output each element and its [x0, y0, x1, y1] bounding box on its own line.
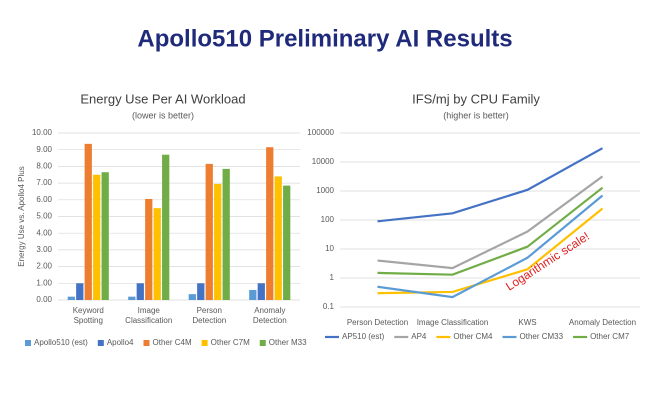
- bar: [214, 183, 222, 300]
- bar: [76, 283, 84, 300]
- legend-swatch: [97, 340, 104, 346]
- bar: [145, 198, 153, 300]
- legend-swatch: [25, 340, 31, 346]
- y-tick-label: 10: [325, 244, 334, 253]
- bar: [188, 294, 196, 300]
- y-tick-label: 0.00: [36, 295, 52, 304]
- legend-label: Other M33: [269, 338, 307, 347]
- chart-title: Energy Use Per AI Workload: [80, 91, 245, 106]
- y-tick-label: 8.00: [36, 162, 52, 171]
- legend-label: Other CM4: [453, 332, 493, 341]
- y-tick-label: 3.00: [36, 245, 52, 254]
- legend-label: Other C7M: [211, 338, 250, 347]
- chart-subtitle: (lower is better): [132, 110, 194, 120]
- legend-swatch: [143, 340, 150, 346]
- bar: [101, 172, 109, 300]
- chart-subtitle: (higher is better): [443, 110, 509, 120]
- annotation: Logarithmic scale!: [503, 229, 592, 293]
- x-tick-label: Keyword Spotting: [72, 306, 104, 325]
- slide-title: Apollo510 Preliminary AI Results: [137, 25, 512, 52]
- legend-label: Other CM7: [590, 332, 630, 341]
- x-tick-label: Image Classification: [125, 306, 173, 325]
- y-tick-label: 1.00: [36, 278, 52, 287]
- y-tick-label: 9.00: [36, 145, 52, 154]
- y-tick-label: 2.00: [36, 262, 52, 271]
- bar: [128, 296, 136, 300]
- bar: [266, 147, 274, 300]
- bar: [249, 289, 257, 300]
- y-tick-label: 6.00: [36, 195, 52, 204]
- bar: [257, 283, 265, 300]
- y-tick-label: 5.00: [36, 212, 52, 221]
- y-tick-label: 100: [321, 215, 335, 224]
- bar: [283, 185, 291, 300]
- y-tick-label: 0.1: [323, 302, 335, 311]
- chart-title: IFS/mj by CPU Family: [412, 91, 540, 106]
- line: [377, 194, 604, 299]
- x-tick-label: Person Detection: [346, 318, 409, 327]
- legend-label: AP510 (est): [342, 332, 385, 341]
- bar: [162, 154, 170, 300]
- x-tick-label: KWS: [518, 318, 537, 327]
- legend-swatch: [259, 340, 266, 346]
- y-tick-label: 1000: [316, 186, 334, 195]
- legend-label: Other CM33: [520, 332, 564, 341]
- legend-label: Apollo4: [107, 338, 134, 347]
- legend-label: Other C4M: [153, 338, 192, 347]
- legend-label: AP4: [411, 332, 427, 341]
- y-tick-label: 100000: [307, 128, 334, 137]
- line: [377, 175, 604, 270]
- x-tick-label: Person Detection: [192, 306, 227, 325]
- x-tick-label: Image Classification: [416, 318, 489, 327]
- x-tick-label: Anomaly Detection: [252, 306, 287, 325]
- bar: [93, 174, 101, 300]
- bar: [136, 283, 144, 300]
- bar: [153, 208, 161, 300]
- legend-label: Apollo510 (est): [34, 338, 88, 347]
- bar: [205, 163, 213, 300]
- bar: [84, 143, 92, 300]
- y-tick-label: 7.00: [36, 178, 52, 187]
- bar: [274, 176, 282, 300]
- y-tick-label: 10000: [312, 157, 335, 166]
- line: [377, 186, 604, 276]
- y-tick-label: 1: [330, 273, 335, 282]
- bar: [197, 283, 205, 300]
- bar: [67, 296, 75, 300]
- y-tick-label: 10.00: [32, 128, 53, 137]
- y-tick-label: 4.00: [36, 228, 52, 237]
- line: [377, 147, 604, 223]
- y-axis-label: Energy Use vs. Apollo4 Plus: [17, 166, 26, 267]
- x-tick-label: Anomaly Detection: [568, 318, 637, 327]
- legend-swatch: [201, 340, 208, 346]
- bar: [222, 168, 230, 300]
